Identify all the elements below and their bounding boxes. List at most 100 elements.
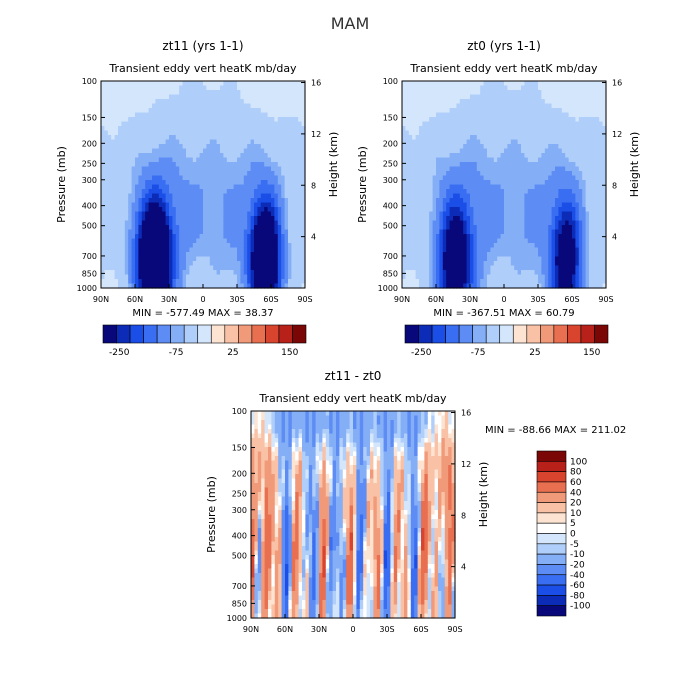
heatmap-cell [233,130,238,136]
heatmap-cell [419,90,423,96]
heatmap-cell [206,162,211,168]
heatmap-cell [101,202,105,208]
heatmap-cell [541,252,546,258]
heatmap-cell [284,135,289,141]
heatmap-cell [226,135,231,141]
heatmap-cell [247,202,252,208]
heatmap-cell [175,171,180,177]
heatmap-cell [240,103,245,109]
heatmap-cell [294,99,299,105]
heatmap-cell [412,279,417,285]
heatmap-cell [128,202,133,208]
heatmap-cell [476,175,481,181]
heatmap-cell [131,157,136,163]
heatmap-cell [203,157,207,163]
heatmap-cell [541,216,546,222]
heatmap-cell [504,130,508,136]
heatmap-cell [521,225,525,231]
heatmap-cell [148,274,153,280]
heatmap-cell [480,112,485,118]
heatmap-cell [412,103,417,109]
heatmap-cell [470,148,474,154]
heatmap-cell [480,121,485,127]
heatmap-cell [104,126,109,132]
heatmap-cell [473,112,478,118]
heatmap-cell [456,90,461,96]
heatmap-cell [514,153,519,159]
heatmap-cell [213,193,218,199]
heatmap-cell [230,261,235,267]
heatmap-cell [209,256,214,262]
heatmap-cell [216,94,221,100]
heatmap-cell [121,189,126,195]
heatmap-cell [172,99,177,105]
heatmap-cell [527,256,532,262]
heatmap-cell [497,144,502,150]
heatmap-cell [172,175,177,181]
heatmap-cell [223,144,228,150]
heatmap-cell [538,274,542,280]
heatmap-cell [425,193,430,199]
heatmap-cell [237,261,241,267]
heatmap-cell [216,279,221,285]
heatmap-cell [487,229,491,235]
heatmap-cell [466,216,471,222]
heatmap-cell [165,90,170,96]
heatmap-cell [155,261,160,267]
heatmap-cell [429,193,434,199]
heatmap-cell [480,265,485,271]
heatmap-cell [558,270,563,276]
heatmap-cell [415,265,420,271]
heatmap-cell [145,261,150,267]
heatmap-cell [254,108,258,114]
heatmap-cell [453,130,457,136]
heatmap-cell [288,126,292,132]
heatmap-cell [189,193,194,199]
heatmap-cell [524,148,529,154]
heatmap-cell [504,211,508,217]
heatmap-cell [243,184,248,190]
heatmap-cell [442,252,447,258]
heatmap-cell [453,243,457,249]
heatmap-cell [402,247,406,253]
heatmap-cell [473,171,478,177]
heatmap-cell [487,112,491,118]
heatmap-cell [487,207,491,213]
heatmap-cell [456,112,461,118]
heatmap-cell [182,220,187,226]
heatmap-cell [114,135,119,141]
heatmap-cell [135,270,139,276]
heatmap-cell [298,220,303,226]
y2-tick-label: 16 [311,79,321,88]
heatmap-cell [121,157,126,163]
heatmap-cell [432,180,437,186]
heatmap-cell [514,270,519,276]
heatmap-cell [456,256,461,262]
heatmap-cell [429,265,434,271]
heatmap-cell [271,216,275,222]
heatmap-cell [162,139,167,145]
heatmap-cell [124,144,129,150]
heatmap-cell [104,198,109,204]
heatmap-cell [534,90,539,96]
heatmap-cell [203,198,207,204]
heatmap-cell [534,162,539,168]
heatmap-cell [121,270,126,276]
heatmap-cell [179,238,184,244]
heatmap-cell [254,283,258,289]
heatmap-cell [493,108,498,114]
heatmap-cell [220,198,224,204]
heatmap-cell [419,198,423,204]
heatmap-cell [538,184,542,190]
heatmap-cell [298,153,303,159]
heatmap-cell [504,166,508,172]
heatmap-cell [206,207,211,213]
heatmap-cell [432,90,437,96]
heatmap-cell [277,279,282,285]
heatmap-cell [301,283,306,289]
heatmap-cell [152,243,156,249]
heatmap-cell [118,283,122,289]
heatmap-cell [459,261,464,267]
heatmap-cell [487,180,491,186]
heatmap-cell [436,81,440,87]
